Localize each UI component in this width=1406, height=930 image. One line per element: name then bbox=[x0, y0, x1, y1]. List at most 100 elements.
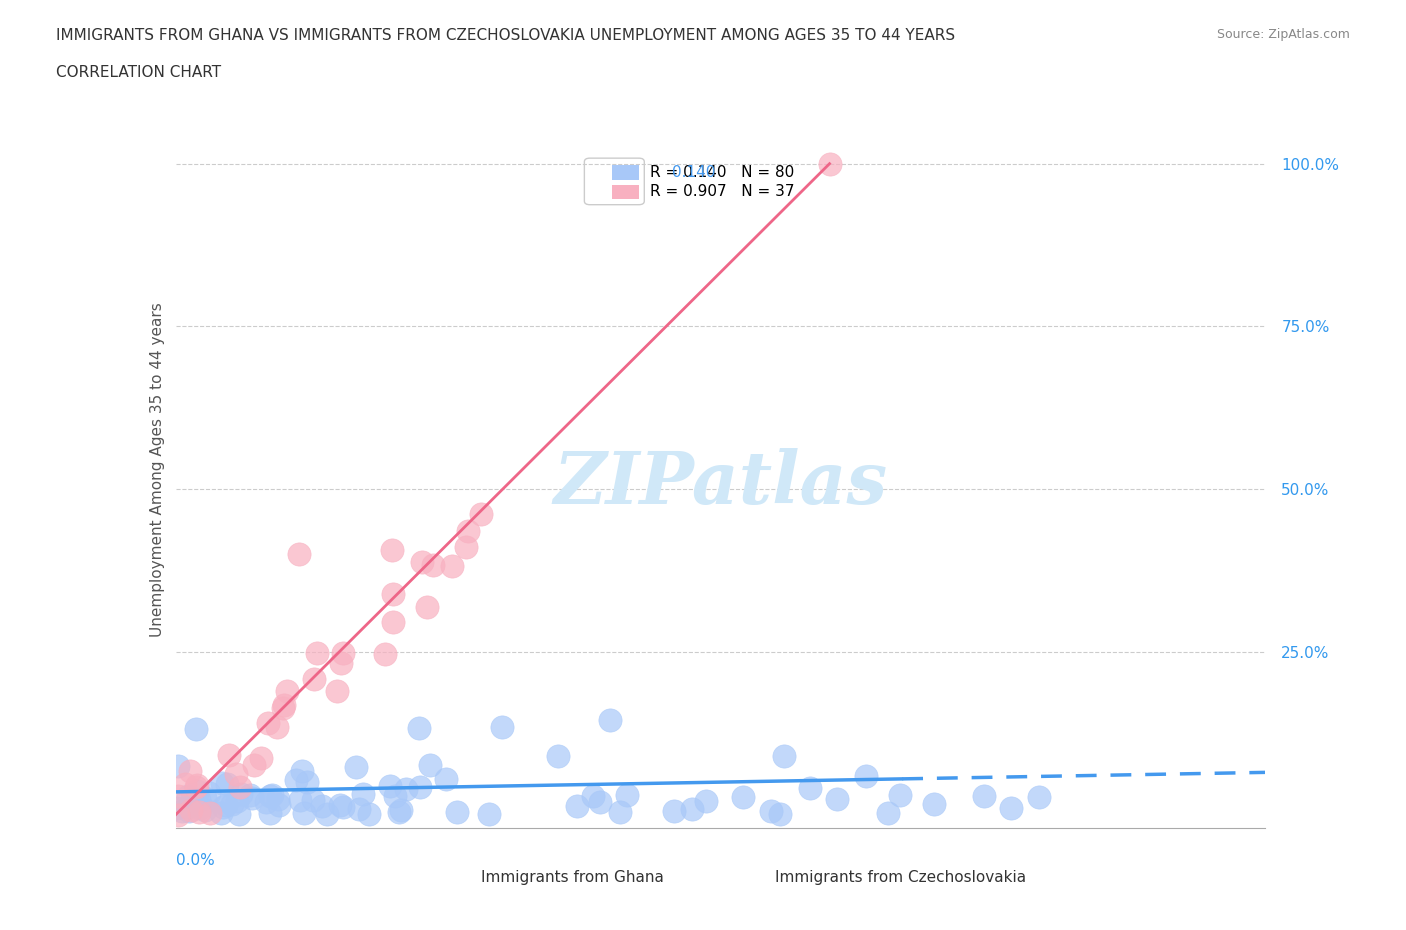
Immigrants from Czechoslovakia bbox=[332, 646, 354, 661]
Immigrants from Ghana bbox=[221, 797, 243, 812]
Immigrants from Czechoslovakia bbox=[457, 524, 479, 538]
Immigrants from Czechoslovakia bbox=[415, 600, 437, 615]
Immigrants from Czechoslovakia bbox=[257, 716, 280, 731]
Immigrants from Ghana bbox=[225, 794, 247, 809]
Immigrants from Ghana bbox=[825, 791, 848, 806]
Immigrants from Ghana bbox=[384, 789, 406, 804]
Immigrants from Ghana bbox=[773, 748, 796, 763]
Text: R = 0.907   N = 37: R = 0.907 N = 37 bbox=[650, 184, 794, 199]
Immigrants from Czechoslovakia bbox=[271, 701, 294, 716]
Immigrants from Ghana bbox=[316, 806, 339, 821]
Immigrants from Czechoslovakia bbox=[818, 156, 841, 171]
Y-axis label: Unemployment Among Ages 35 to 44 years: Unemployment Among Ages 35 to 44 years bbox=[149, 302, 165, 637]
Immigrants from Ghana bbox=[302, 793, 325, 808]
Immigrants from Czechoslovakia bbox=[326, 684, 349, 698]
Immigrants from Ghana bbox=[695, 794, 717, 809]
Text: CORRELATION CHART: CORRELATION CHART bbox=[56, 65, 221, 80]
Immigrants from Czechoslovakia bbox=[173, 777, 195, 791]
Immigrants from Ghana bbox=[419, 758, 441, 773]
Bar bbox=[612, 166, 638, 179]
Immigrants from Ghana bbox=[889, 788, 911, 803]
Immigrants from Czechoslovakia bbox=[287, 547, 309, 562]
Immigrants from Ghana bbox=[344, 759, 367, 774]
Immigrants from Czechoslovakia bbox=[250, 751, 273, 765]
Immigrants from Czechoslovakia bbox=[229, 780, 252, 795]
Immigrants from Ghana bbox=[311, 799, 333, 814]
Immigrants from Ghana bbox=[395, 782, 418, 797]
Immigrants from Ghana bbox=[165, 801, 187, 816]
Immigrants from Ghana bbox=[194, 803, 217, 817]
Immigrants from Ghana bbox=[1000, 801, 1022, 816]
Immigrants from Ghana bbox=[768, 807, 790, 822]
Text: 0.0%: 0.0% bbox=[176, 853, 215, 868]
Immigrants from Ghana bbox=[582, 789, 605, 804]
Immigrants from Czechoslovakia bbox=[374, 646, 396, 661]
Immigrants from Ghana bbox=[239, 788, 262, 803]
Immigrants from Ghana bbox=[215, 797, 238, 812]
Immigrants from Czechoslovakia bbox=[456, 539, 478, 554]
Immigrants from Ghana bbox=[478, 806, 501, 821]
Immigrants from Czechoslovakia bbox=[186, 777, 208, 792]
Immigrants from Ghana bbox=[588, 794, 610, 809]
Immigrants from Ghana bbox=[378, 778, 401, 793]
Immigrants from Ghana bbox=[259, 805, 281, 820]
Immigrants from Czechoslovakia bbox=[422, 557, 444, 572]
Text: Immigrants from Ghana: Immigrants from Ghana bbox=[481, 870, 664, 885]
Text: ZIPatlas: ZIPatlas bbox=[554, 448, 887, 520]
Immigrants from Ghana bbox=[290, 764, 312, 778]
Immigrants from Ghana bbox=[389, 803, 412, 817]
Immigrants from Ghana bbox=[609, 804, 631, 819]
Immigrants from Czechoslovakia bbox=[440, 559, 463, 574]
Immigrants from Ghana bbox=[332, 800, 354, 815]
Immigrants from Ghana bbox=[184, 721, 207, 736]
Immigrants from Ghana bbox=[284, 773, 307, 788]
Immigrants from Ghana bbox=[799, 780, 821, 795]
Immigrants from Ghana bbox=[1028, 790, 1050, 804]
Immigrants from Ghana bbox=[228, 806, 250, 821]
Immigrants from Ghana bbox=[267, 791, 290, 806]
Immigrants from Czechoslovakia bbox=[167, 789, 190, 804]
Immigrants from Ghana bbox=[434, 772, 457, 787]
Text: Immigrants from Czechoslovakia: Immigrants from Czechoslovakia bbox=[775, 870, 1026, 885]
Immigrants from Ghana bbox=[446, 804, 468, 819]
Immigrants from Ghana bbox=[211, 799, 233, 814]
Immigrants from Ghana bbox=[761, 804, 783, 818]
Immigrants from Czechoslovakia bbox=[382, 587, 405, 602]
Immigrants from Czechoslovakia bbox=[180, 803, 202, 817]
Immigrants from Ghana bbox=[349, 802, 371, 817]
Immigrants from Ghana bbox=[294, 806, 316, 821]
Immigrants from Ghana bbox=[170, 804, 193, 818]
Immigrants from Ghana bbox=[177, 799, 200, 814]
Immigrants from Czechoslovakia bbox=[242, 758, 264, 773]
Immigrants from Ghana bbox=[295, 775, 318, 790]
Immigrants from Ghana bbox=[855, 768, 877, 783]
Immigrants from Ghana bbox=[262, 787, 284, 802]
Immigrants from Ghana bbox=[491, 720, 513, 735]
Immigrants from Czechoslovakia bbox=[470, 507, 492, 522]
Immigrants from Czechoslovakia bbox=[167, 807, 190, 822]
Bar bbox=[748, 871, 768, 884]
Immigrants from Ghana bbox=[217, 777, 239, 791]
Immigrants from Czechoslovakia bbox=[184, 779, 207, 794]
Immigrants from Ghana bbox=[664, 804, 686, 818]
Immigrants from Czechoslovakia bbox=[411, 554, 433, 569]
Immigrants from Ghana bbox=[180, 790, 202, 805]
Immigrants from Ghana bbox=[352, 787, 374, 802]
Immigrants from Ghana bbox=[240, 790, 263, 805]
Immigrants from Czechoslovakia bbox=[307, 646, 329, 661]
Immigrants from Ghana bbox=[409, 779, 432, 794]
Immigrants from Ghana bbox=[565, 799, 588, 814]
Immigrants from Czechoslovakia bbox=[200, 805, 222, 820]
Immigrants from Ghana bbox=[269, 798, 291, 813]
Immigrants from Ghana bbox=[188, 801, 211, 816]
Immigrants from Czechoslovakia bbox=[381, 542, 404, 557]
Bar bbox=[454, 871, 474, 884]
Immigrants from Czechoslovakia bbox=[330, 655, 353, 670]
Immigrants from Ghana bbox=[973, 789, 995, 804]
Immigrants from Czechoslovakia bbox=[179, 764, 201, 778]
Immigrants from Ghana bbox=[177, 789, 200, 804]
Immigrants from Ghana bbox=[194, 790, 217, 805]
Immigrants from Ghana bbox=[681, 802, 703, 817]
Immigrants from Ghana bbox=[198, 786, 221, 801]
Immigrants from Ghana bbox=[259, 789, 281, 804]
